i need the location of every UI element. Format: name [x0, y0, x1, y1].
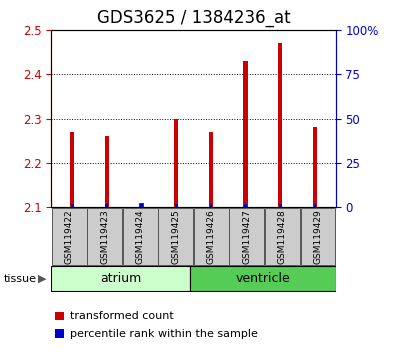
Text: GSM119429: GSM119429: [314, 209, 322, 264]
Text: ventricle: ventricle: [235, 272, 290, 285]
Bar: [105, 204, 108, 207]
Text: GSM119425: GSM119425: [171, 209, 180, 264]
Bar: [71, 204, 73, 207]
Text: GSM119424: GSM119424: [136, 209, 145, 264]
Text: GSM119423: GSM119423: [100, 209, 109, 264]
Bar: [314, 204, 316, 207]
FancyBboxPatch shape: [87, 208, 122, 265]
FancyBboxPatch shape: [190, 266, 336, 291]
Bar: [175, 204, 178, 207]
Bar: [313, 127, 317, 207]
FancyBboxPatch shape: [229, 208, 264, 265]
Text: GSM119428: GSM119428: [278, 209, 287, 264]
FancyBboxPatch shape: [51, 266, 190, 291]
Text: GSM119426: GSM119426: [207, 209, 216, 264]
Bar: [209, 132, 213, 207]
Text: GSM119422: GSM119422: [65, 209, 73, 264]
Text: ▶: ▶: [38, 274, 46, 284]
FancyBboxPatch shape: [265, 208, 300, 265]
FancyBboxPatch shape: [123, 208, 158, 265]
Bar: [244, 204, 247, 207]
Bar: [243, 61, 248, 207]
Bar: [140, 204, 143, 207]
FancyBboxPatch shape: [194, 208, 229, 265]
Bar: [174, 119, 178, 207]
Bar: [105, 136, 109, 207]
FancyBboxPatch shape: [301, 208, 335, 265]
Title: GDS3625 / 1384236_at: GDS3625 / 1384236_at: [97, 10, 290, 27]
FancyBboxPatch shape: [52, 208, 87, 265]
Text: percentile rank within the sample: percentile rank within the sample: [70, 329, 258, 339]
Bar: [278, 43, 282, 207]
FancyBboxPatch shape: [158, 208, 193, 265]
Text: atrium: atrium: [100, 272, 141, 285]
Bar: [209, 204, 212, 207]
Bar: [70, 132, 74, 207]
Bar: [139, 203, 144, 207]
Text: tissue: tissue: [4, 274, 37, 284]
Text: GSM119427: GSM119427: [243, 209, 251, 264]
Text: transformed count: transformed count: [70, 312, 174, 321]
Bar: [279, 204, 282, 207]
